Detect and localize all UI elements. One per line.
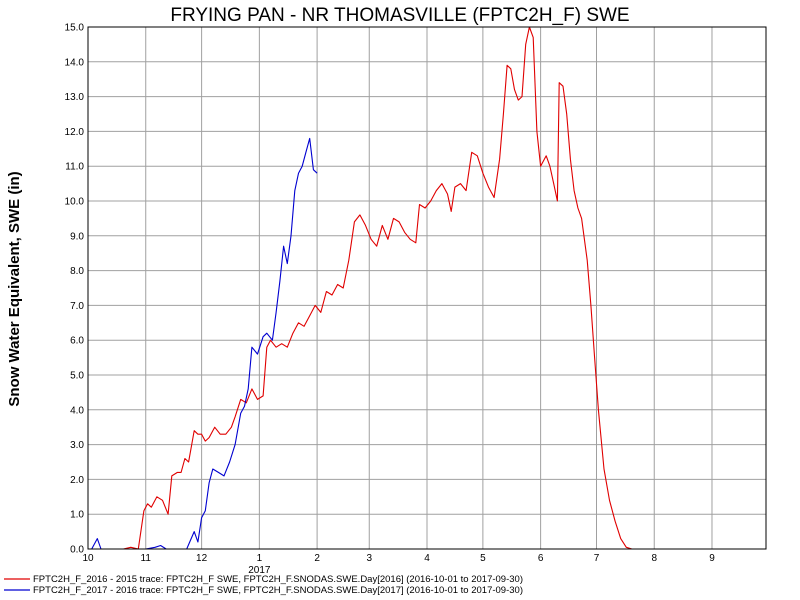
chart-title: FRYING PAN - NR THOMASVILLE (FPTC2H_F) S… bbox=[170, 5, 629, 26]
x-tick-label: 11 bbox=[141, 553, 152, 564]
y-tick-label: 11.0 bbox=[65, 162, 84, 173]
x-tick-label: 4 bbox=[424, 553, 430, 564]
y-tick-label: 0.0 bbox=[70, 545, 84, 556]
x-tick-label: 12 bbox=[196, 553, 208, 564]
y-tick-label: 3.0 bbox=[70, 440, 84, 451]
x-tick-labels: 10 11 12 1 2 3 4 5 6 7 8 9 bbox=[82, 553, 715, 564]
y-tick-label: 4.0 bbox=[70, 405, 84, 416]
y-tick-label: 15.0 bbox=[65, 23, 85, 34]
legend-entry-2016: FPTC2H_F_2016 - 2015 trace: FPTC2H_F SWE… bbox=[33, 574, 523, 585]
x-tick-label: 2 bbox=[314, 553, 320, 564]
y-tick-label: 7.0 bbox=[70, 301, 84, 312]
legend: FPTC2H_F_2016 - 2015 trace: FPTC2H_F SWE… bbox=[4, 574, 523, 596]
series-line-2016 bbox=[88, 26, 766, 550]
x-tick-label: 10 bbox=[82, 553, 94, 564]
y-tick-label: 5.0 bbox=[70, 371, 84, 382]
y-tick-label: 6.0 bbox=[70, 336, 84, 347]
y-tick-labels: 0.0 1.0 2.0 3.0 4.0 5.0 6.0 7.0 8.0 9.0 10.0 11.0 12… bbox=[65, 23, 85, 556]
y-tick-label: 9.0 bbox=[70, 231, 84, 242]
x-tick-label: 7 bbox=[594, 553, 600, 564]
y-tick-label: 14.0 bbox=[65, 57, 85, 68]
plot-frame bbox=[87, 26, 767, 550]
y-tick-label: 2.0 bbox=[70, 475, 84, 486]
x-tick-label: 1 bbox=[257, 553, 263, 564]
y-tick-label: 8.0 bbox=[70, 266, 84, 277]
x-tick-label: 3 bbox=[366, 553, 372, 564]
series-line-2017 bbox=[88, 137, 318, 550]
grid bbox=[88, 27, 766, 549]
x-tick-label: 8 bbox=[651, 553, 657, 564]
x-tick-label: 9 bbox=[709, 553, 715, 564]
legend-entry-2017: FPTC2H_F_2017 - 2016 trace: FPTC2H_F SWE… bbox=[33, 585, 523, 596]
y-tick-label: 13.0 bbox=[65, 92, 85, 103]
x-year-label: 2017 bbox=[248, 565, 271, 576]
x-tick-label: 5 bbox=[480, 553, 486, 564]
x-tick-label: 6 bbox=[538, 553, 544, 564]
y-axis-label: Snow Water Equivalent, SWE (in) bbox=[6, 171, 23, 406]
series-layer bbox=[88, 26, 766, 550]
y-tick-label: 12.0 bbox=[65, 127, 85, 138]
y-tick-label: 10.0 bbox=[65, 197, 85, 208]
y-tick-label: 1.0 bbox=[70, 510, 84, 521]
